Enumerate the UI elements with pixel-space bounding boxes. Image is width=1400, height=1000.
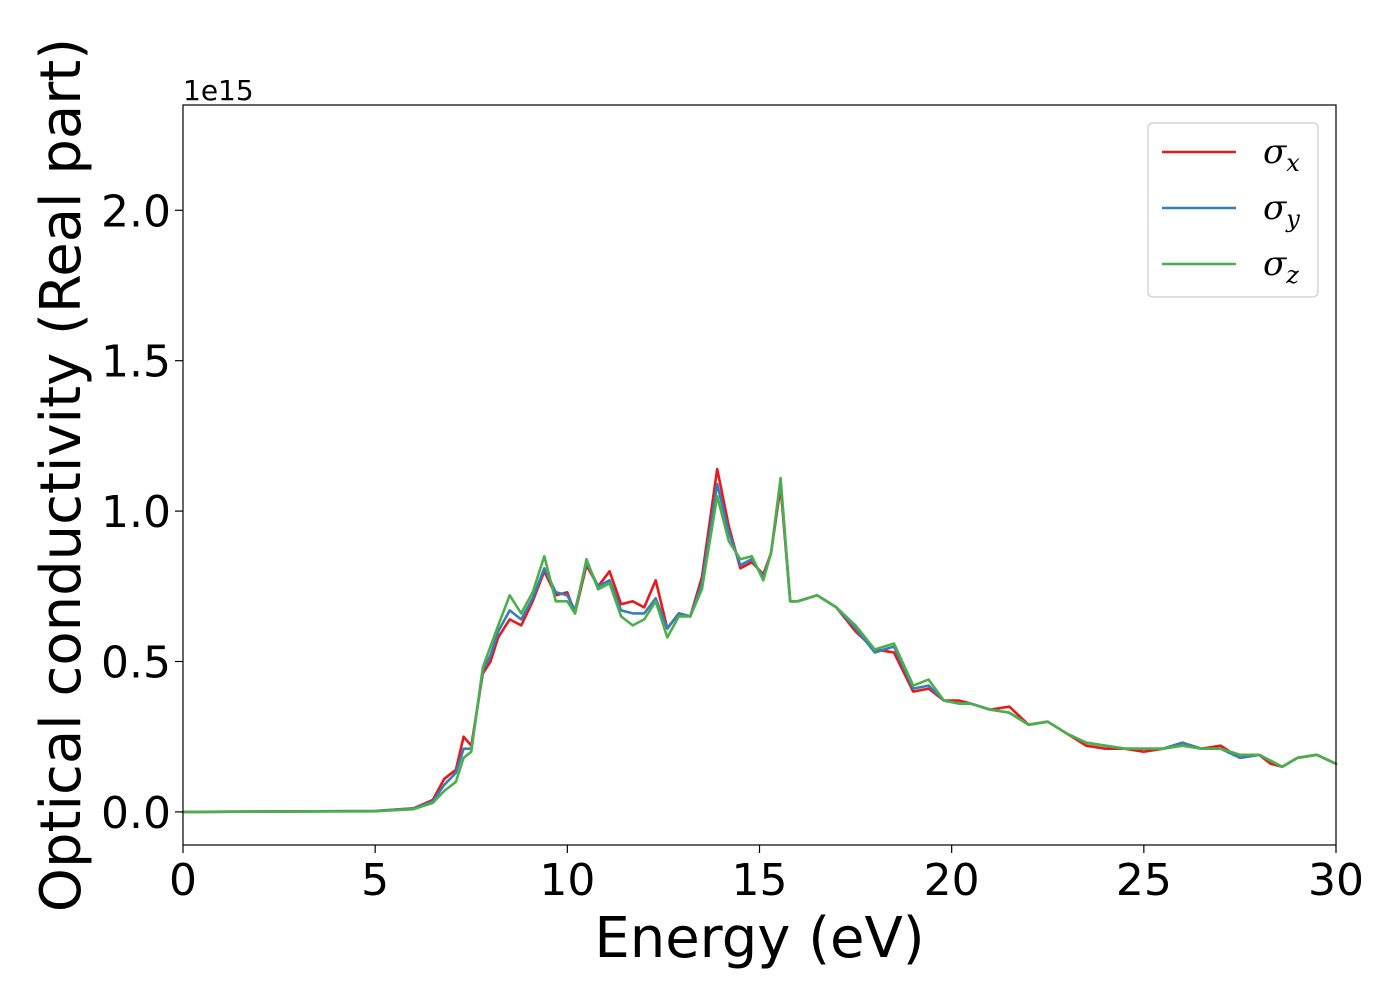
x-tick-label: 10 <box>539 855 595 906</box>
y-tick-label: 2.0 <box>101 186 171 237</box>
series-layer <box>181 467 1338 814</box>
legend-subscript: y <box>1285 205 1300 233</box>
series-line-x <box>181 467 1338 814</box>
y-tick-label: 1.5 <box>101 337 171 388</box>
y-tick-label: 1.0 <box>101 487 171 538</box>
x-tick-label: 30 <box>1308 855 1364 906</box>
legend-label-y: σy <box>1263 188 1300 233</box>
legend-symbol: σ <box>1263 132 1287 172</box>
series-line-z <box>181 476 1338 814</box>
y-axis-label: Optical conductivity (Real part) <box>29 38 94 912</box>
legend-symbol: σ <box>1263 244 1287 284</box>
x-tick-label: 20 <box>924 855 980 906</box>
legend-box <box>1147 122 1319 298</box>
y-tick-label: 0.5 <box>101 638 171 689</box>
x-axis-label: Energy (eV) <box>594 906 924 971</box>
legend-subscript: x <box>1286 149 1300 177</box>
series-line-y <box>181 479 1338 814</box>
legend-subscript: z <box>1285 261 1299 289</box>
y-axis: 0.0 0.5 1.0 1.5 2.0 <box>101 186 183 839</box>
x-tick-label: 0 <box>169 855 197 906</box>
x-axis: 0 5 10 15 20 25 30 <box>169 845 1364 906</box>
legend-symbol: σ <box>1263 188 1287 228</box>
x-tick-label: 5 <box>361 855 389 906</box>
legend-label-x: σx <box>1263 132 1300 177</box>
legend-label-z: σz <box>1263 244 1299 289</box>
x-tick-label: 25 <box>1116 855 1172 906</box>
x-tick-label: 15 <box>732 855 788 906</box>
y-tick-label: 0.0 <box>101 788 171 839</box>
y-offset-label: 1e15 <box>183 74 254 107</box>
